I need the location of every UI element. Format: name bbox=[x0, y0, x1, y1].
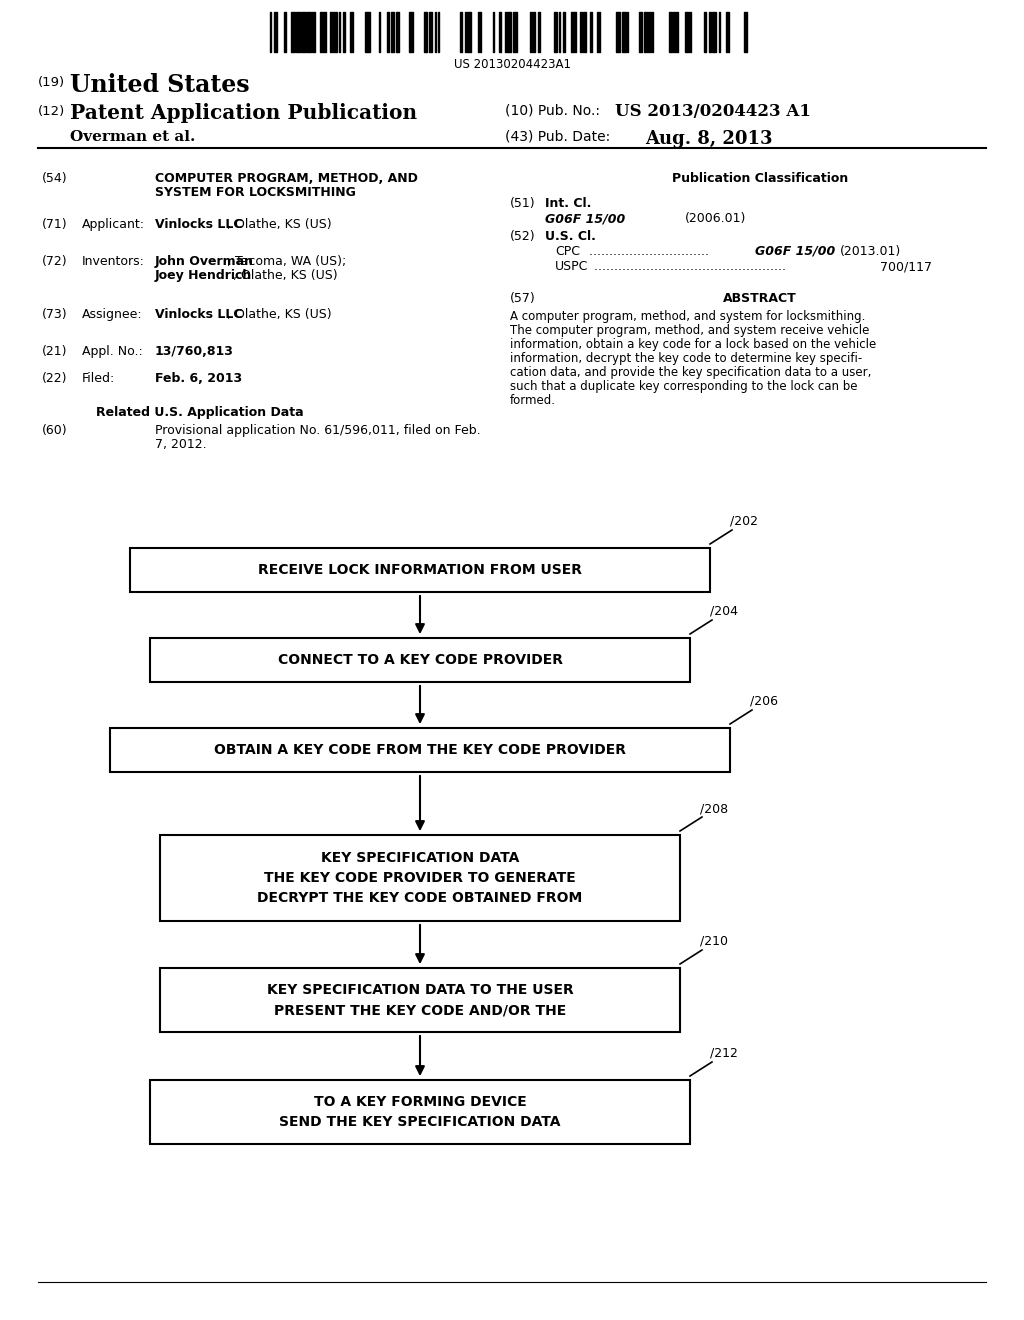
Text: /202: /202 bbox=[730, 515, 758, 528]
Text: information, decrypt the key code to determine key specifi-: information, decrypt the key code to det… bbox=[510, 352, 862, 366]
Text: , Olathe, KS (US): , Olathe, KS (US) bbox=[227, 308, 332, 321]
Text: ..............................: .............................. bbox=[585, 246, 709, 257]
Text: Overman et al.: Overman et al. bbox=[70, 129, 196, 144]
Text: John Overman: John Overman bbox=[155, 255, 254, 268]
Text: such that a duplicate key corresponding to the lock can be: such that a duplicate key corresponding … bbox=[510, 380, 857, 393]
Text: /208: /208 bbox=[700, 803, 728, 814]
Text: (73): (73) bbox=[42, 308, 68, 321]
Text: (72): (72) bbox=[42, 255, 68, 268]
Bar bbox=[160, 836, 680, 921]
Text: Inventors:: Inventors: bbox=[82, 255, 144, 268]
Text: (71): (71) bbox=[42, 218, 68, 231]
Text: KEY SPECIFICATION DATA TO THE USER: KEY SPECIFICATION DATA TO THE USER bbox=[266, 983, 573, 997]
Text: ABSTRACT: ABSTRACT bbox=[723, 292, 797, 305]
Bar bbox=[160, 968, 680, 1032]
Text: Aug. 8, 2013: Aug. 8, 2013 bbox=[645, 129, 772, 148]
Text: United States: United States bbox=[70, 73, 250, 96]
Text: Joey Hendrich: Joey Hendrich bbox=[155, 269, 252, 282]
Text: Patent Application Publication: Patent Application Publication bbox=[70, 103, 417, 123]
Text: A computer program, method, and system for locksmithing.: A computer program, method, and system f… bbox=[510, 310, 865, 323]
Text: THE KEY CODE PROVIDER TO GENERATE: THE KEY CODE PROVIDER TO GENERATE bbox=[264, 871, 575, 884]
Text: USPC: USPC bbox=[555, 260, 589, 273]
Text: US 2013/0204423 A1: US 2013/0204423 A1 bbox=[615, 103, 811, 120]
Text: , Olathe, KS (US): , Olathe, KS (US) bbox=[233, 269, 338, 282]
Text: Related U.S. Application Data: Related U.S. Application Data bbox=[96, 407, 304, 418]
Text: (2013.01): (2013.01) bbox=[840, 246, 901, 257]
Text: /204: /204 bbox=[710, 605, 738, 618]
Text: Assignee:: Assignee: bbox=[82, 308, 142, 321]
Text: Appl. No.:: Appl. No.: bbox=[82, 345, 142, 358]
Text: (43) Pub. Date:: (43) Pub. Date: bbox=[505, 129, 610, 144]
Text: SEND THE KEY SPECIFICATION DATA: SEND THE KEY SPECIFICATION DATA bbox=[280, 1115, 561, 1129]
Text: 7, 2012.: 7, 2012. bbox=[155, 438, 207, 451]
Text: DECRYPT THE KEY CODE OBTAINED FROM: DECRYPT THE KEY CODE OBTAINED FROM bbox=[257, 891, 583, 906]
Bar bbox=[110, 729, 730, 772]
Text: cation data, and provide the key specification data to a user,: cation data, and provide the key specifi… bbox=[510, 366, 871, 379]
Text: Applicant:: Applicant: bbox=[82, 218, 145, 231]
Text: TO A KEY FORMING DEVICE: TO A KEY FORMING DEVICE bbox=[313, 1096, 526, 1109]
Text: information, obtain a key code for a lock based on the vehicle: information, obtain a key code for a loc… bbox=[510, 338, 877, 351]
Text: (51): (51) bbox=[510, 197, 536, 210]
Text: The computer program, method, and system receive vehicle: The computer program, method, and system… bbox=[510, 323, 869, 337]
Text: Vinlocks LLC: Vinlocks LLC bbox=[155, 218, 243, 231]
Text: (21): (21) bbox=[42, 345, 68, 358]
Text: (60): (60) bbox=[42, 424, 68, 437]
Text: US 20130204423A1: US 20130204423A1 bbox=[454, 58, 570, 71]
Text: ................................................: ........................................… bbox=[590, 260, 786, 273]
Text: Publication Classification: Publication Classification bbox=[672, 172, 848, 185]
Text: Filed:: Filed: bbox=[82, 372, 116, 385]
Text: 13/760,813: 13/760,813 bbox=[155, 345, 233, 358]
Bar bbox=[130, 548, 710, 591]
Text: 700/117: 700/117 bbox=[880, 260, 932, 273]
Text: (19): (19) bbox=[38, 77, 66, 88]
Text: KEY SPECIFICATION DATA: KEY SPECIFICATION DATA bbox=[321, 851, 519, 865]
Text: , Tacoma, WA (US);: , Tacoma, WA (US); bbox=[227, 255, 346, 268]
Text: (12): (12) bbox=[38, 106, 66, 117]
Text: CONNECT TO A KEY CODE PROVIDER: CONNECT TO A KEY CODE PROVIDER bbox=[278, 653, 562, 667]
Text: PRESENT THE KEY CODE AND/OR THE: PRESENT THE KEY CODE AND/OR THE bbox=[273, 1003, 566, 1016]
Text: /210: /210 bbox=[700, 935, 728, 948]
Text: (57): (57) bbox=[510, 292, 536, 305]
Text: G06F 15/00: G06F 15/00 bbox=[545, 213, 626, 224]
Text: /206: /206 bbox=[750, 696, 778, 708]
Text: SYSTEM FOR LOCKSMITHING: SYSTEM FOR LOCKSMITHING bbox=[155, 186, 356, 199]
Text: OBTAIN A KEY CODE FROM THE KEY CODE PROVIDER: OBTAIN A KEY CODE FROM THE KEY CODE PROV… bbox=[214, 743, 626, 756]
Text: U.S. Cl.: U.S. Cl. bbox=[545, 230, 596, 243]
Text: (2006.01): (2006.01) bbox=[685, 213, 746, 224]
Text: (52): (52) bbox=[510, 230, 536, 243]
Text: (22): (22) bbox=[42, 372, 68, 385]
Text: /212: /212 bbox=[710, 1047, 738, 1060]
Text: formed.: formed. bbox=[510, 393, 556, 407]
Text: Int. Cl.: Int. Cl. bbox=[545, 197, 592, 210]
Text: Feb. 6, 2013: Feb. 6, 2013 bbox=[155, 372, 242, 385]
Bar bbox=[150, 1080, 690, 1144]
Text: Vinlocks LLC: Vinlocks LLC bbox=[155, 308, 243, 321]
Text: (54): (54) bbox=[42, 172, 68, 185]
Bar bbox=[150, 638, 690, 682]
Text: (10) Pub. No.:: (10) Pub. No.: bbox=[505, 103, 600, 117]
Text: COMPUTER PROGRAM, METHOD, AND: COMPUTER PROGRAM, METHOD, AND bbox=[155, 172, 418, 185]
Text: G06F 15/00: G06F 15/00 bbox=[755, 246, 836, 257]
Text: , Olathe, KS (US): , Olathe, KS (US) bbox=[227, 218, 332, 231]
Text: RECEIVE LOCK INFORMATION FROM USER: RECEIVE LOCK INFORMATION FROM USER bbox=[258, 564, 582, 577]
Text: CPC: CPC bbox=[555, 246, 580, 257]
Text: Provisional application No. 61/596,011, filed on Feb.: Provisional application No. 61/596,011, … bbox=[155, 424, 480, 437]
